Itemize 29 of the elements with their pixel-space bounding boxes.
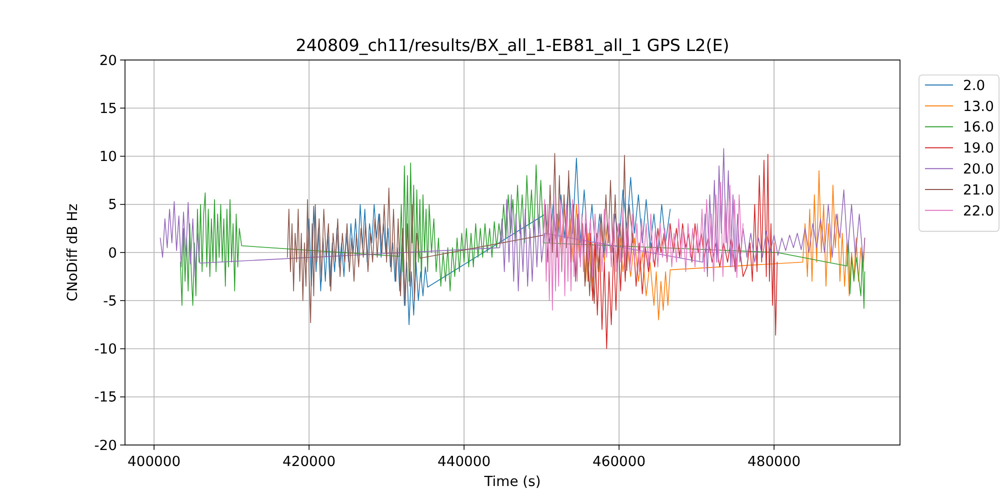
y-tick-label: 15 [99,100,117,117]
y-tick-label: -15 [94,390,117,406]
x-tick-label: 440000 [438,454,491,470]
x-tick-label: 420000 [282,454,336,470]
y-axis-title: CNoDiff dB Hz [65,204,81,302]
y-tick-label: -20 [94,438,117,454]
x-tick-label: 400000 [128,454,181,470]
x-tick-label: 480000 [748,454,801,470]
y-tick-label: 20 [99,52,117,69]
y-tick-label: 10 [99,149,117,166]
line-series [160,148,866,292]
y-tick-label: -10 [94,342,117,358]
line-series [286,152,634,324]
x-axis-title: Time (s) [483,474,541,490]
x-tick-label: 460000 [592,454,646,470]
line-series [542,182,744,311]
legend-label: 20.0 [963,161,994,178]
legend-label: 2.0 [963,78,986,94]
legend-label: 16.0 [963,120,994,136]
y-tick-label: -5 [103,293,117,310]
line-series [180,162,866,309]
line-series [583,154,778,350]
chart-title: 240809_ch11/results/BX_all_1-EB81_all_1 GPS L2(E) [296,35,730,55]
legend-label: 22.0 [963,203,994,220]
y-tick-label: 5 [108,197,117,214]
legend-label: 13.0 [963,98,994,115]
legend-label: 19.0 [963,140,994,157]
y-tick-label: 0 [108,245,117,262]
legend-label: 21.0 [963,182,994,198]
